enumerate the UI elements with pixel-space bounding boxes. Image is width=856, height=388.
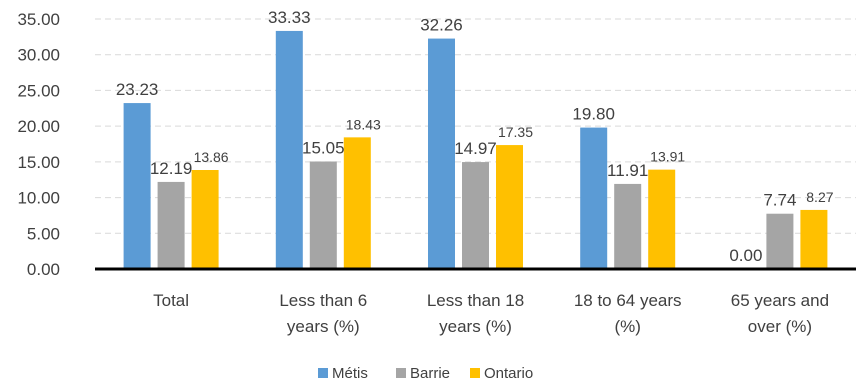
bar-barrie-0	[157, 181, 185, 269]
bar-mtis-1	[275, 30, 303, 269]
data-label: 15.05	[302, 139, 345, 158]
data-label: 8.27	[806, 189, 833, 205]
data-label: 23.23	[116, 80, 159, 99]
y-tick-label: 15.00	[17, 153, 60, 172]
legend-label: Métis	[332, 365, 368, 382]
legend: Métis Barrie Ontario	[318, 365, 533, 382]
bar-ontario-3	[648, 169, 676, 269]
y-tick-label: 10.00	[17, 189, 60, 208]
y-tick-label: 25.00	[17, 81, 60, 100]
category-label: years (%)	[287, 317, 360, 336]
category-label: Total	[153, 291, 189, 310]
category-label: years (%)	[439, 317, 512, 336]
category-labels: Total Less than 6 years (%) Less than 18 yea…	[153, 291, 829, 336]
data-label: 19.80	[572, 105, 615, 124]
y-axis-ticks: 0.00 5.00 10.00 15.00 20.00 25.00 30.00 35.00	[17, 10, 60, 279]
legend-swatch	[470, 368, 480, 378]
category-label: 18 to 64 years	[574, 291, 682, 310]
bar-mtis-2	[428, 38, 455, 270]
data-label: 14.97	[454, 139, 497, 158]
data-label: 11.91	[607, 161, 648, 180]
bar-mtis-3	[580, 127, 608, 269]
data-label: 0.00	[729, 246, 762, 265]
y-tick-label: 20.00	[17, 117, 60, 136]
category-label: 65 years and	[731, 291, 829, 310]
bar-barrie-2	[462, 162, 489, 269]
bars	[123, 30, 828, 270]
bar-ontario-1	[343, 137, 371, 269]
bar-barrie-1	[309, 161, 337, 269]
category-label: (%)	[614, 317, 640, 336]
data-label: 7.74	[763, 191, 796, 210]
bar-mtis-0	[123, 103, 151, 269]
y-tick-label: 5.00	[27, 224, 60, 243]
bar-barrie-4	[766, 213, 794, 269]
category-label: Less than 18	[427, 291, 524, 310]
y-tick-label: 0.00	[27, 260, 60, 279]
data-label: 12.19	[150, 159, 193, 178]
bar-ontario-4	[800, 209, 828, 269]
data-label: 32.26	[420, 16, 463, 35]
category-label: over (%)	[748, 317, 812, 336]
legend-label: Ontario	[484, 365, 533, 382]
bar-barrie-3	[614, 183, 642, 269]
bar-ontario-0	[191, 170, 219, 269]
legend-swatch	[396, 368, 406, 378]
data-label: 17.35	[498, 124, 533, 140]
category-label: Less than 6	[279, 291, 367, 310]
data-label: 18.43	[346, 116, 381, 132]
data-label: 33.33	[268, 8, 311, 27]
legend-label: Barrie	[410, 365, 450, 382]
data-label: 13.91	[650, 149, 685, 165]
y-tick-label: 35.00	[17, 10, 60, 29]
y-tick-label: 30.00	[17, 46, 60, 65]
data-label: 13.86	[194, 149, 229, 165]
legend-swatch	[318, 368, 328, 378]
bar-ontario-2	[496, 145, 523, 269]
